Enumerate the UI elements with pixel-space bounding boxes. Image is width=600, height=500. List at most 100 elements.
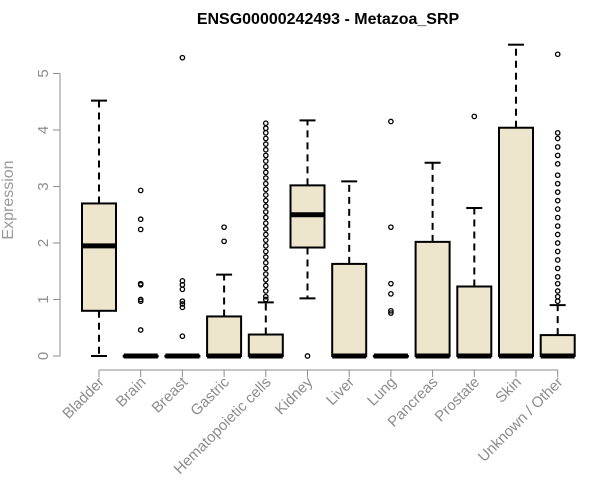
outlier-point [554,189,561,195]
outlier-point [554,274,561,280]
outlier-point [262,192,269,198]
box-rect [498,126,534,357]
box-6 [331,180,368,359]
outlier-point [262,180,269,187]
outlier-point [554,231,561,238]
box-rect [456,285,493,358]
outlier-point [262,175,269,181]
box-rect [414,240,451,357]
outlier-point [554,265,561,272]
outlier-point [262,146,269,153]
box-3 [206,224,243,359]
outlier-point [262,296,269,303]
box-2 [164,54,201,359]
y-tick-label: 1 [35,295,52,303]
y-tick-label: 0 [35,352,52,360]
outlier-point [388,310,394,316]
outlier-point [179,286,186,293]
outlier-point [554,172,561,179]
box-7 [372,118,409,359]
outlier-point [554,214,561,221]
outlier-point [262,237,269,244]
outlier-point [388,307,394,314]
outlier-point [554,223,561,229]
outlier-point [262,248,269,255]
outlier-point [262,197,269,204]
x-tick-label: Lung [364,374,400,410]
outlier-point [262,254,269,260]
box-rect [81,202,117,312]
outlier-point [262,265,269,272]
outlier-point [262,214,269,221]
outlier-point [388,118,394,125]
y-tick-label: 3 [35,182,52,190]
x-tick-label: Liver [323,374,358,409]
y-axis-label: Expression [0,160,17,239]
outlier-point [137,216,144,223]
outlier-point [262,135,269,142]
outlier-point [554,129,561,136]
box-11 [539,51,576,359]
outlier-point [388,280,394,287]
outlier-point [554,144,561,150]
x-tick-label: Bladder [59,374,108,423]
outlier-point [554,51,561,58]
outlier-point [554,298,561,305]
box-4 [247,120,284,359]
box-10 [498,43,534,359]
box-5 [289,119,326,359]
outlier-point [262,129,269,136]
outlier-point [179,333,186,340]
x-tick-label: Prostate [432,374,484,426]
outlier-point [554,135,561,142]
outlier-point [221,238,227,245]
box-rect [247,333,284,357]
box-rect [539,334,576,358]
outlier-point [137,281,144,288]
outlier-point [262,293,269,300]
outlier-point [554,180,561,187]
box-9 [456,113,493,359]
box-rect [206,315,243,358]
outlier-point [554,206,561,212]
outlier-point [471,113,478,120]
x-tick-label: Breast [149,373,192,416]
outlier-point [554,257,561,263]
outlier-point [262,120,269,127]
box-8 [414,161,451,359]
outlier-point [262,220,269,227]
outlier-point [554,293,561,300]
outlier-point [137,298,144,305]
chart-title: ENSG00000242493 - Metazoa_SRP [197,11,460,28]
outlier-point [304,353,311,359]
y-tick-label: 5 [35,69,52,77]
outlier-point [179,298,186,305]
outlier-point [221,224,227,231]
x-tick-label: Brain [113,374,150,411]
outlier-point [554,197,561,204]
outlier-point [262,226,269,232]
x-tick-label: Skin [492,374,525,407]
box-0 [81,99,117,357]
box-series [81,43,576,359]
outlier-point [262,158,269,164]
outlier-point [262,203,269,210]
outlier-point [262,259,269,266]
outlier-point [262,209,269,215]
outlier-point [179,54,186,61]
box-1 [122,187,159,359]
outlier-point [137,226,144,233]
outlier-point [388,290,394,297]
outlier-point [554,280,561,287]
outlier-point [137,187,144,194]
outlier-point [554,288,561,294]
outlier-point [262,242,269,249]
outlier-point [262,169,269,176]
outlier-point [554,161,561,167]
outlier-point [262,288,269,294]
outlier-point [262,282,269,289]
y-tick-label: 2 [35,239,52,247]
outlier-point [262,186,269,193]
